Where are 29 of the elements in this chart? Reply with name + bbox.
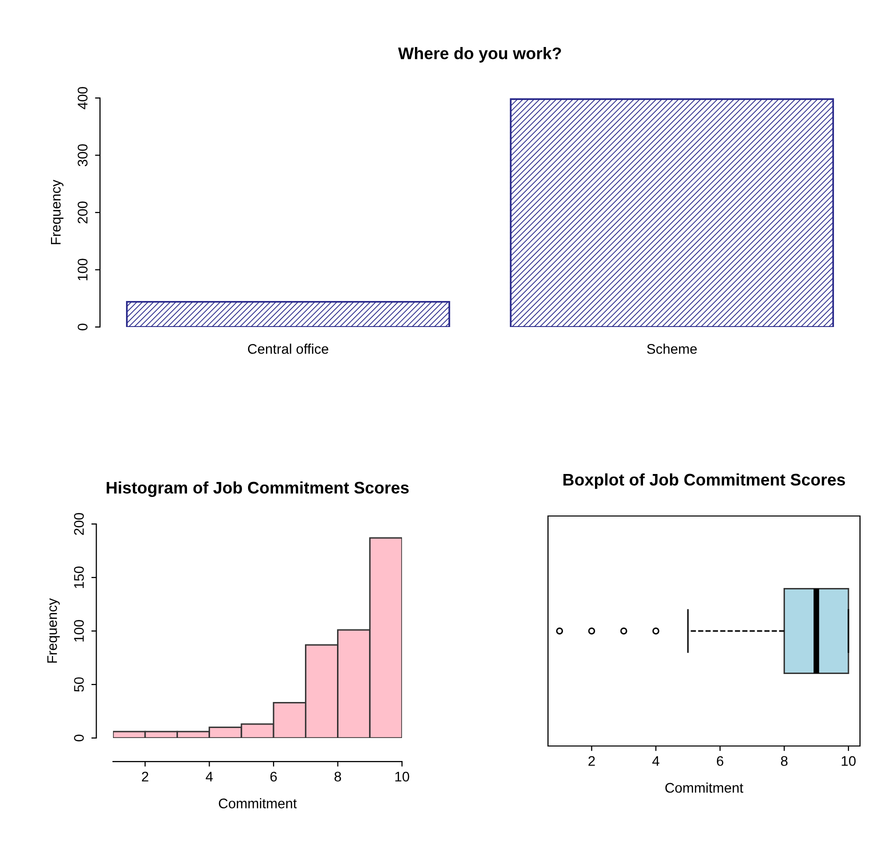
- x-tick-label: 10: [395, 772, 410, 782]
- y-tick-label: 100: [74, 620, 84, 642]
- y-tick-label: 50: [74, 677, 84, 692]
- x-axis-title: Commitment: [218, 798, 297, 808]
- y-tick-label: 200: [78, 201, 88, 224]
- y-tick-label: 100: [78, 258, 88, 280]
- x-tick-label: 6: [716, 756, 724, 766]
- chart-title: Where do you work?: [398, 47, 561, 63]
- chart-title: Boxplot of Job Commitment Scores: [563, 473, 846, 489]
- x-tick-label: Scheme: [647, 344, 697, 354]
- x-axis-title: Commitment: [665, 782, 744, 793]
- y-tick-label: 200: [74, 512, 84, 535]
- x-tick-label: 8: [780, 756, 788, 766]
- y-tick-label: 150: [74, 566, 84, 588]
- x-tick-label: 8: [334, 772, 342, 782]
- y-axis-title: Frequency: [47, 598, 60, 663]
- x-tick-label: 2: [588, 756, 595, 766]
- x-tick-label: 2: [142, 772, 148, 782]
- y-tick-label: 0: [78, 324, 88, 330]
- y-tick-label: 400: [78, 86, 88, 110]
- chart-title: Histogram of Job Commitment Scores: [106, 481, 409, 497]
- x-tick-label: Central office: [248, 344, 328, 354]
- x-tick-label: 6: [270, 772, 277, 782]
- x-tick-label: 4: [652, 756, 660, 766]
- y-tick-label: 0: [74, 734, 84, 742]
- y-tick-label: 300: [78, 144, 88, 166]
- x-tick-label: 10: [842, 756, 856, 766]
- x-tick-label: 4: [206, 772, 213, 782]
- y-axis-title: Frequency: [51, 180, 64, 244]
